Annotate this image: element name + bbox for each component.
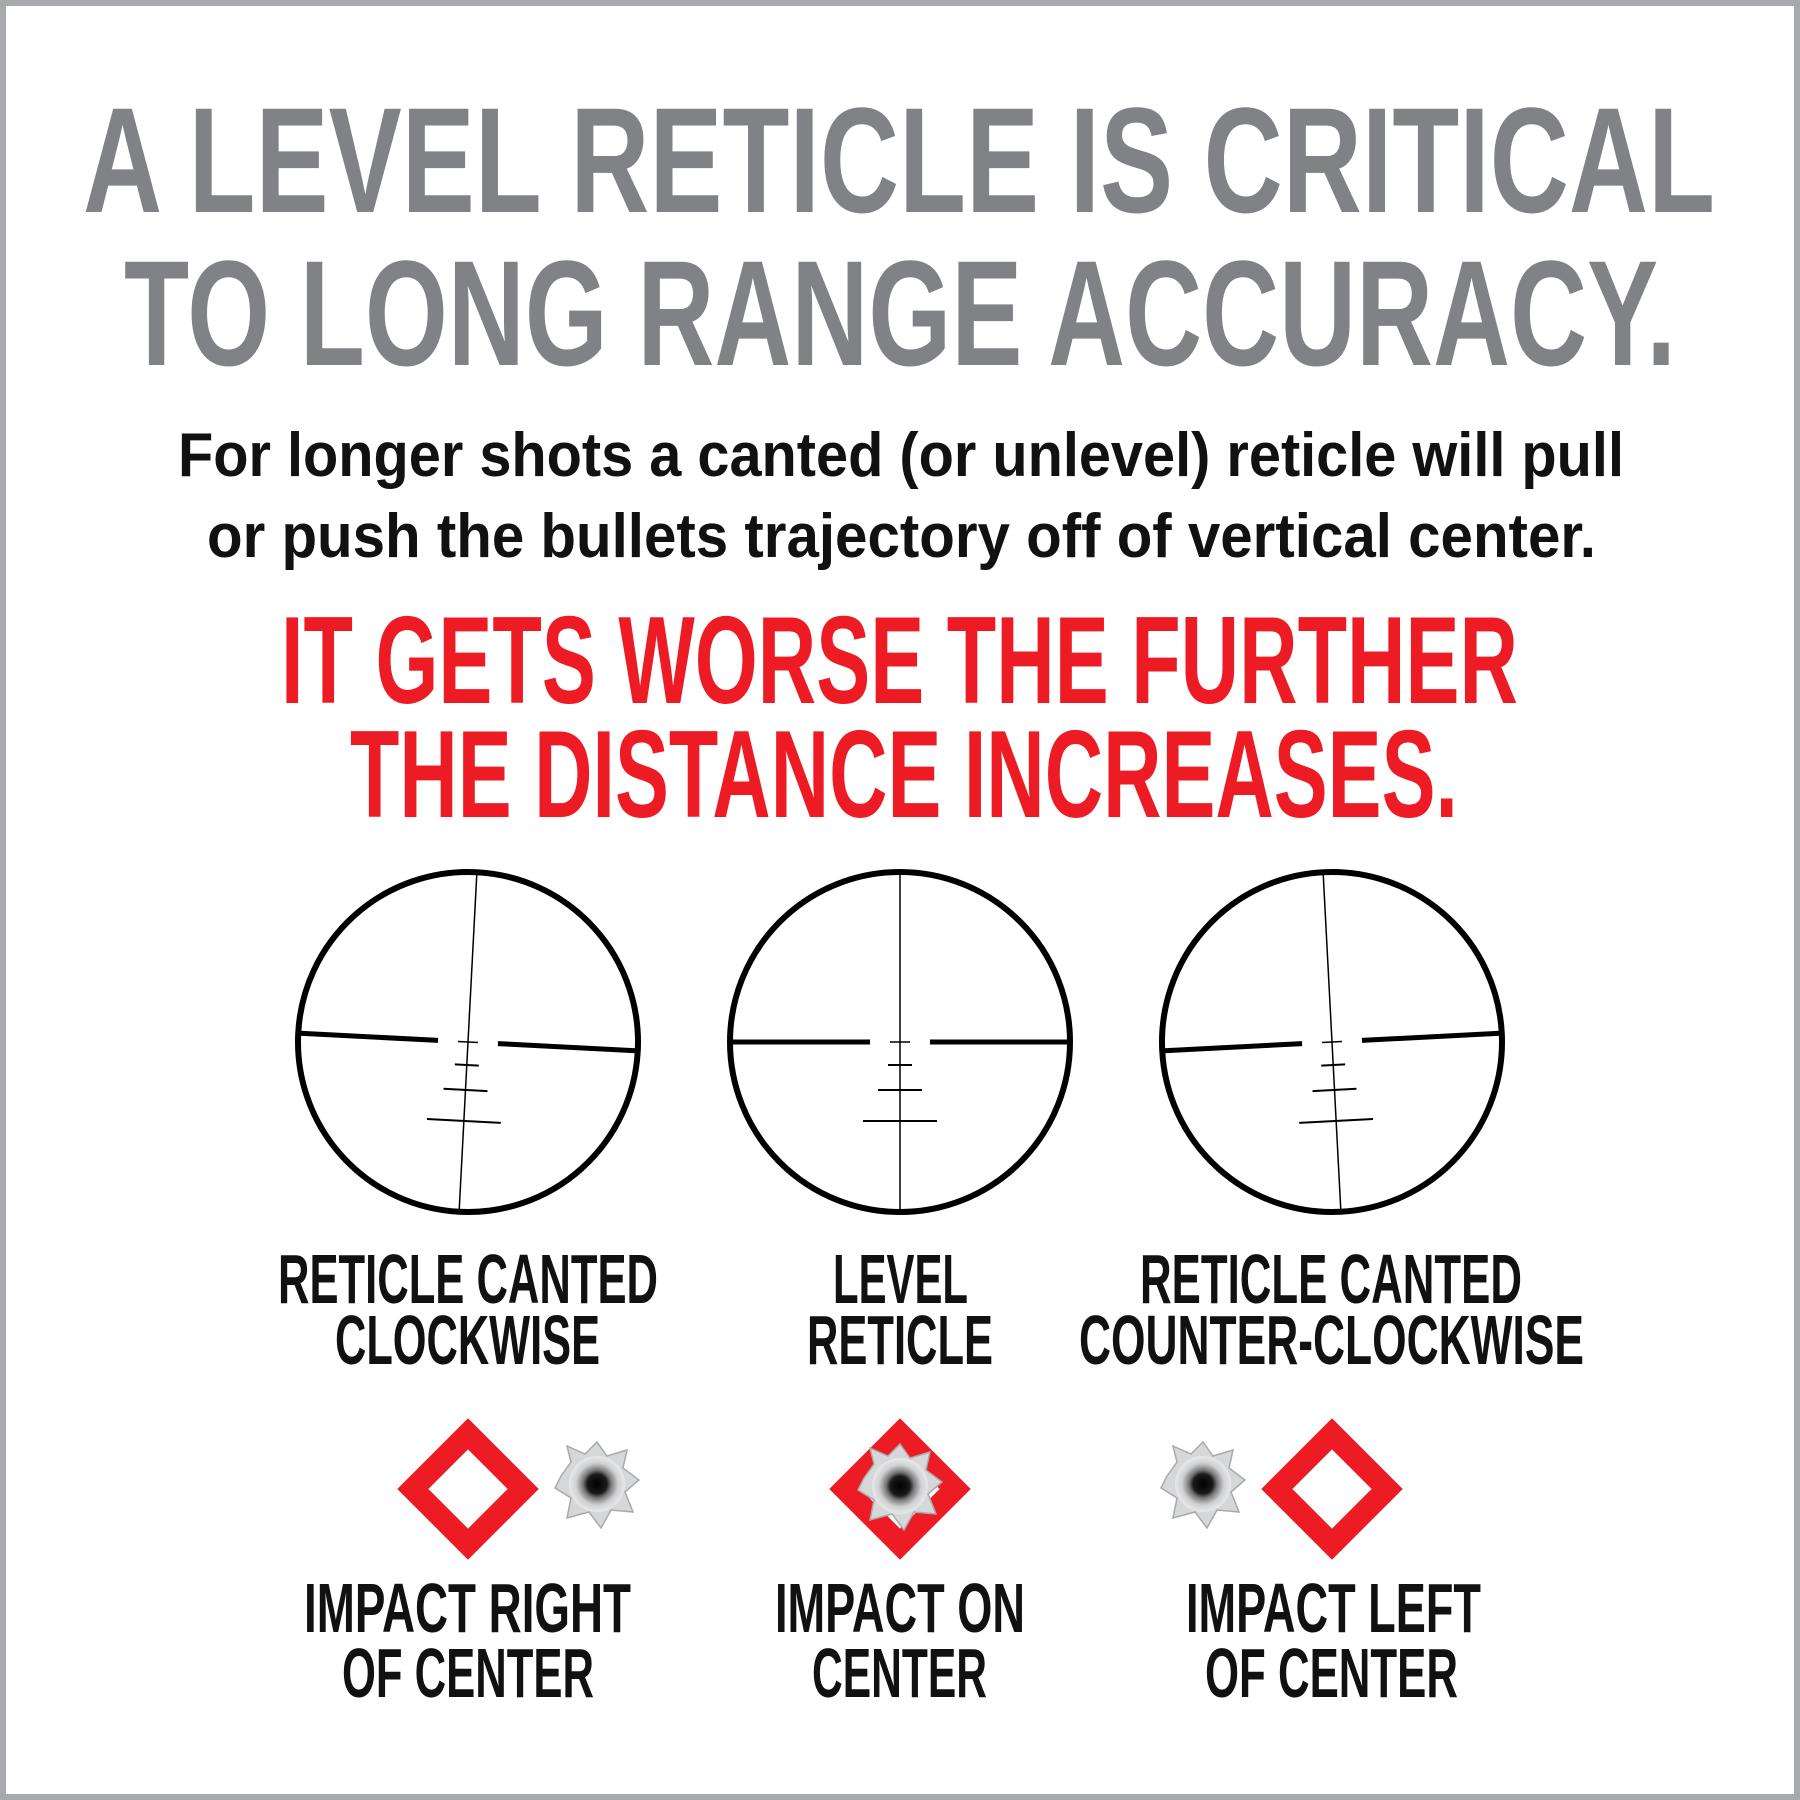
reticle-label: LEVEL (833, 1240, 968, 1318)
impact-label: IMPACT LEFT (1186, 1569, 1481, 1647)
reticle-label: RETICLE (807, 1301, 993, 1379)
impact-label: IMPACT RIGHT (304, 1569, 631, 1647)
warning: IT GETS WORSE THE FURTHER (281, 592, 1518, 730)
headline: TO LONG RANGE ACCURACY. (124, 229, 1676, 397)
impact-label: OF CENTER (342, 1634, 594, 1712)
subtitle: For longer shots a canted (or unlevel) r… (178, 421, 1624, 490)
reticle-label: COUNTER-CLOCKWISE (1079, 1301, 1584, 1379)
impact-label: IMPACT ON (775, 1569, 1025, 1647)
warning: THE DISTANCE INCREASES. (350, 706, 1458, 844)
headline: A LEVEL RETICLE IS CRITICAL (83, 76, 1715, 244)
reticle-label: RETICLE CANTED (278, 1240, 658, 1318)
impact-label: CENTER (812, 1634, 987, 1712)
reticle-label: CLOCKWISE (335, 1301, 600, 1379)
impact-label: OF CENTER (1205, 1634, 1458, 1712)
reticle-label: RETICLE CANTED (1140, 1240, 1522, 1318)
reticle-level (730, 872, 1070, 1212)
subtitle: or push the bullets trajectory off of ve… (207, 502, 1596, 571)
